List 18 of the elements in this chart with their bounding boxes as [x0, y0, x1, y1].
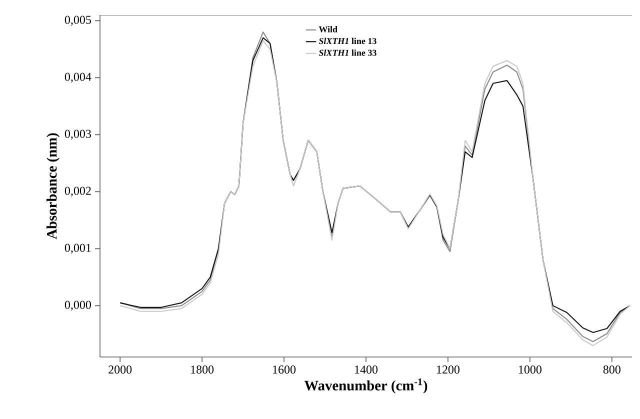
y-tick-label: 0,004 [64, 72, 92, 83]
x-tick-label: 1400 [355, 366, 378, 374]
legend-label: Wild [318, 26, 338, 32]
x-tick-label: 1200 [437, 366, 460, 374]
x-tick-label: 800 [603, 366, 620, 374]
y-tick-label: 0,005 [64, 16, 92, 26]
y-tick-label: 0,003 [64, 130, 92, 140]
y-tick-label: 0,000 [64, 300, 92, 311]
x-tick-label: 2000 [108, 366, 132, 374]
x-axis-title: Wavenumber (cm$^{-1}$) [304, 378, 428, 394]
legend-label: SlXTH1 line 33 [318, 50, 376, 56]
y-tick-label: 0,002 [64, 186, 91, 197]
y-tick-label: 0,001 [64, 244, 91, 254]
x-tick-label: 1600 [273, 366, 296, 374]
x-tick-label: 1800 [191, 366, 214, 374]
y-axis-title: Absorbance (nm) [46, 133, 60, 240]
x-tick-label: 1000 [518, 366, 542, 374]
legend-label: SlXTH1 line 13 [318, 38, 376, 44]
